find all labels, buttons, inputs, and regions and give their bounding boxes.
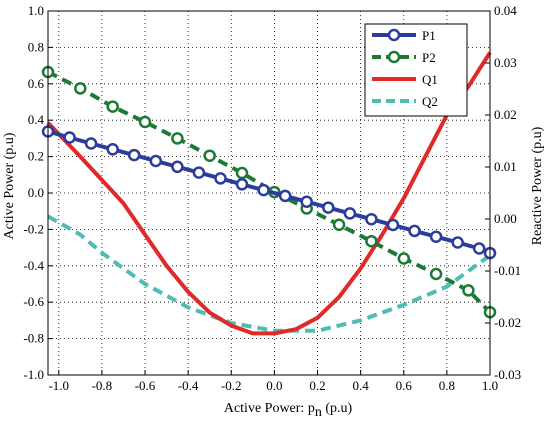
y2-axis-label: Reactive Power (p.u) (530, 126, 545, 245)
point-p2 (74, 82, 87, 95)
legend-label-p1: P1 (422, 28, 436, 43)
y2-tick-label: 0.00 (494, 211, 517, 226)
y-tick-label: 0.8 (28, 39, 44, 54)
y-tick-label: 0.4 (28, 112, 45, 127)
y2-tick-label: -0.02 (494, 315, 521, 330)
point-p1 (386, 218, 400, 232)
legend: P1 P2 Q1 Q2 (364, 23, 468, 117)
point-p1 (472, 242, 486, 255)
series-line-p1 (47, 129, 491, 255)
point-p1 (322, 201, 335, 214)
point-p1 (63, 131, 76, 144)
y-tick-label: -0.8 (23, 331, 44, 346)
point-p1 (257, 183, 270, 197)
y-tick-label: 0.2 (28, 149, 44, 164)
point-p1 (451, 236, 464, 249)
x-tick-label: 0.8 (439, 378, 455, 393)
x-axis-label: Active Power: pn (p.u) (224, 401, 353, 420)
point-p2 (203, 149, 216, 162)
x-tick-label: -0.4 (178, 378, 199, 393)
point-p2 (429, 267, 443, 281)
point-p2 (138, 115, 152, 129)
y2-tick-label: -0.01 (494, 263, 521, 278)
point-p1 (192, 166, 206, 179)
point-p2 (106, 100, 119, 113)
y2-tick-label: 0.04 (494, 3, 517, 18)
legend-label-p2: P2 (422, 50, 436, 65)
point-p1 (300, 195, 313, 208)
point-p1 (343, 207, 357, 220)
point-p1 (429, 230, 443, 243)
y-tick-label: 0.0 (28, 185, 44, 200)
point-p2 (171, 132, 184, 145)
y-tick-label: -0.6 (23, 294, 44, 309)
ticks: -1.0 -0.8 -0.6 -0.4 -0.2 0.0 0.2 0.4 0.6 0.8 1.0 -1… (23, 3, 521, 393)
point-p2 (397, 252, 411, 265)
point-p2 (462, 284, 475, 297)
legend-marker-p2 (387, 50, 401, 64)
y2-tick-label: 0.01 (494, 159, 517, 174)
x-tick-label: -0.6 (135, 378, 156, 393)
y-tick-label: -0.2 (23, 221, 44, 236)
point-p2 (365, 234, 378, 248)
x-axis-label-unit: (p.u) (322, 401, 353, 416)
y2-tick-label: 0.03 (494, 55, 517, 70)
y2-tick-label: 0.02 (494, 107, 517, 122)
series-line-q2 (47, 214, 492, 333)
y2-tick-label: -0.03 (494, 367, 521, 382)
y-tick-label: 0.6 (28, 76, 45, 91)
y-tick-label: -0.4 (23, 258, 44, 273)
legend-label-q1: Q1 (422, 72, 438, 87)
legend-label-q2: Q2 (422, 94, 438, 109)
x-tick-label: -0.2 (221, 378, 242, 393)
point-p1 (84, 137, 98, 150)
x-tick-label: 0.2 (309, 378, 325, 393)
point-p1 (106, 143, 119, 156)
x-tick-label: 1.0 (482, 378, 498, 393)
y-tick-label: 1.0 (28, 3, 44, 18)
point-p2 (332, 218, 346, 232)
point-p1 (365, 212, 378, 226)
x-tick-label: 0.6 (396, 378, 413, 393)
point-p1 (408, 224, 421, 238)
series-layer (41, 51, 497, 336)
x-tick-label: -1.0 (48, 378, 69, 393)
point-p1 (149, 154, 163, 168)
point-p1 (171, 160, 184, 174)
x-tick-label: 0.0 (266, 378, 282, 393)
x-tick-label: 0.4 (353, 378, 370, 393)
x-axis-label-main: Active Power: p (224, 401, 315, 416)
point-p1 (214, 172, 227, 185)
series-line-q1 (46, 51, 492, 336)
y-tick-label: -1.0 (23, 367, 44, 382)
point-p2 (235, 166, 249, 180)
point-p1 (127, 148, 141, 162)
point-p1 (278, 189, 292, 203)
y-axis-label: Active Power (p.u) (2, 132, 17, 239)
point-p1 (235, 178, 249, 191)
x-axis-label-subscript: n (315, 405, 322, 420)
legend-marker-p1 (387, 28, 401, 42)
x-tick-label: -0.8 (92, 378, 113, 393)
